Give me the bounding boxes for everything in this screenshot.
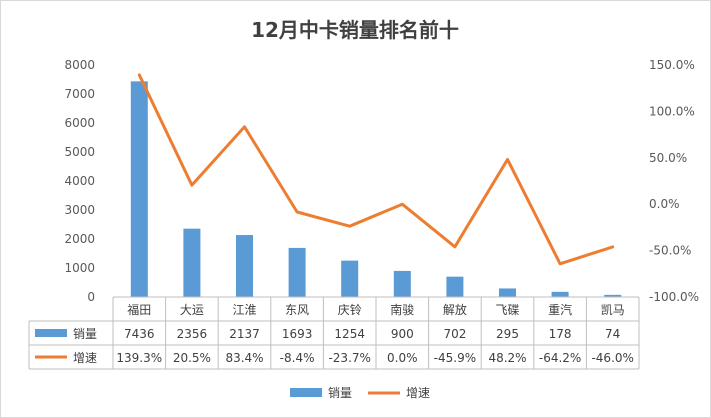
growth-value: 20.5% [173,351,211,365]
bar [393,270,411,297]
y-left-tick-label: 5000 [64,145,95,159]
y-left-tick-label: 8000 [64,58,95,72]
y-right-tick-label: 0.0% [649,197,680,211]
y-left-tick-label: 0 [87,290,95,304]
category-label: 重汽 [548,302,572,317]
y-left-tick-label: 7000 [64,87,95,101]
sales-value: 900 [391,327,414,341]
table-bar-key [35,329,67,337]
category-label: 庆铃 [338,302,362,317]
legend-label: 销量 [328,386,352,400]
category-label: 大运 [180,303,204,317]
growth-value: 0.0% [387,351,418,365]
sales-value: 2137 [229,327,260,341]
line-series [137,73,615,266]
bar [499,288,516,297]
y-left-tick-label: 6000 [64,116,95,130]
sales-value: 295 [496,327,519,341]
y-left-tick-label: 3000 [64,203,95,217]
bar [446,276,464,297]
bar-series [130,81,622,297]
sales-value: 702 [443,327,466,341]
growth-value: -64.2% [539,351,581,365]
sales-value: 1254 [334,327,365,341]
bar [130,81,148,297]
axes: 0 1000 2000 3000 4000 5000 6000 7000 8000 -100.0%… [64,58,699,304]
bar [341,260,359,297]
growth-value: 83.4% [225,351,263,365]
legend-bar-key [290,388,322,397]
y-right-tick-label: 150.0% [649,58,695,72]
bar [288,247,306,297]
growth-value: -23.7% [328,351,370,365]
growth-value: 48.2% [488,351,526,365]
growth-line [137,73,615,266]
growth-value: -45.9% [434,351,476,365]
sales-value: 178 [549,327,572,341]
chart-title: 12月中卡销量排名前十 [251,18,459,42]
y-left-tick-label: 4000 [64,174,95,188]
bar [604,294,622,297]
sales-value: 7436 [124,327,155,341]
category-label: 东风 [285,303,309,317]
category-label: 凯马 [601,303,625,317]
y-right-tick-label: 50.0% [649,151,687,165]
bar [183,228,201,297]
bar [236,235,253,297]
sales-value: 2356 [177,327,208,341]
table-row-header: 销量 [73,327,97,341]
y-left-tick-label: 2000 [64,232,95,246]
table-row-header: 增速 [73,351,97,365]
y-right-tick-label: -50.0% [649,244,691,258]
growth-value: -8.4% [280,351,315,365]
y-right-tick-label: -100.0% [649,290,699,304]
growth-value: -46.0% [591,351,633,365]
legend-label: 增速 [406,386,430,400]
y-right-tick-label: 100.0% [649,104,695,118]
category-label: 福田 [127,302,151,317]
category-label: 江淮 [232,303,256,317]
growth-value: 139.3% [116,351,162,365]
y-left-tick-label: 1000 [64,261,95,275]
sales-value: 74 [605,327,620,341]
bar [551,291,569,297]
category-label: 南骏 [390,302,414,317]
category-label: 飞碟 [495,303,519,317]
category-label: 解放 [443,302,467,317]
legend: 销量 增速 [290,386,430,400]
sales-value: 1693 [282,327,313,341]
